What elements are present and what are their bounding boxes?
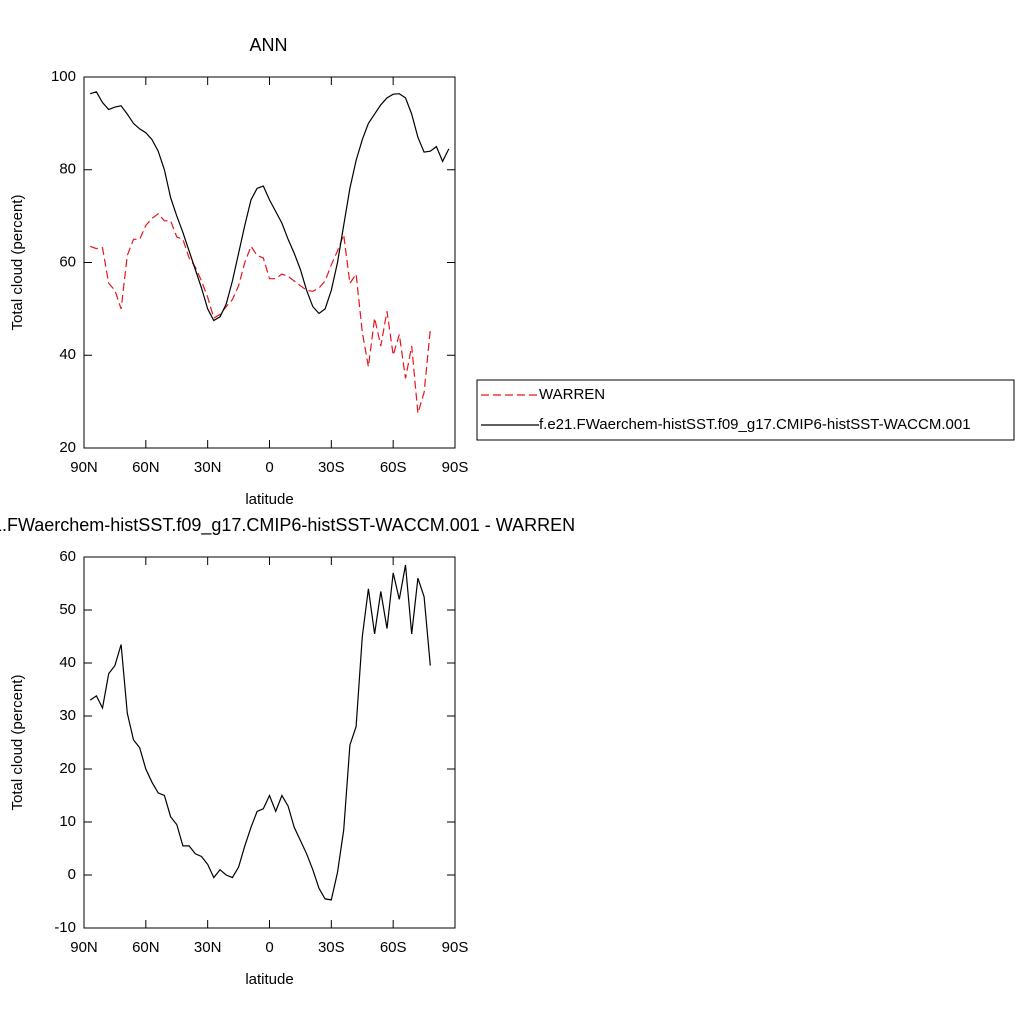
y-tick-label: 60 xyxy=(59,548,76,565)
y-tick-label: 100 xyxy=(51,68,76,85)
plot-frame xyxy=(83,556,456,929)
data-line xyxy=(90,91,450,322)
legend-label: WARREN xyxy=(539,386,605,403)
x-tick-label: 30N xyxy=(194,939,222,956)
y-tick-label: 30 xyxy=(59,707,76,724)
plot-frame xyxy=(83,76,456,449)
y-tick-label: 20 xyxy=(59,760,76,777)
x-tick-label: 90S xyxy=(442,459,469,476)
y-tick-label: 60 xyxy=(59,253,76,270)
data-line xyxy=(89,212,431,414)
y-tick-label: 40 xyxy=(59,654,76,671)
x-tick-label: 60S xyxy=(380,939,407,956)
x-tick-label: 0 xyxy=(265,459,273,476)
x-tick-label: 90S xyxy=(442,939,469,956)
legend-box xyxy=(476,379,1015,441)
y-tick-label: 10 xyxy=(59,813,76,830)
y-tick-label: 50 xyxy=(59,601,76,618)
y-tick-label: 40 xyxy=(59,346,76,363)
chart-title: ANN xyxy=(249,35,287,55)
x-tick-label: 0 xyxy=(265,939,273,956)
x-tick-label: 30S xyxy=(318,459,345,476)
y-axis-label: Total cloud (percent) xyxy=(9,675,26,811)
x-tick-label: 90N xyxy=(70,939,98,956)
y-tick-label: 80 xyxy=(59,161,76,178)
x-tick-label: 30S xyxy=(318,939,345,956)
x-axis-label: latitude xyxy=(245,491,293,508)
y-tick-label: 0 xyxy=(68,866,76,883)
y-tick-label: 20 xyxy=(59,439,76,456)
y-axis-label: Total cloud (percent) xyxy=(9,195,26,331)
y-tick-label: -10 xyxy=(54,919,76,936)
x-tick-label: 60N xyxy=(132,459,160,476)
x-tick-label: 30N xyxy=(194,459,222,476)
x-axis-label: latitude xyxy=(245,971,293,988)
x-tick-label: 60S xyxy=(380,459,407,476)
chart-title: f.e21.FWaerchem-histSST.f09_g17.CMIP6-hi… xyxy=(0,515,575,536)
data-line xyxy=(89,564,431,901)
legend-label: f.e21.FWaerchem-histSST.f09_g17.CMIP6-hi… xyxy=(539,416,971,433)
x-tick-label: 60N xyxy=(132,939,160,956)
x-tick-label: 90N xyxy=(70,459,98,476)
